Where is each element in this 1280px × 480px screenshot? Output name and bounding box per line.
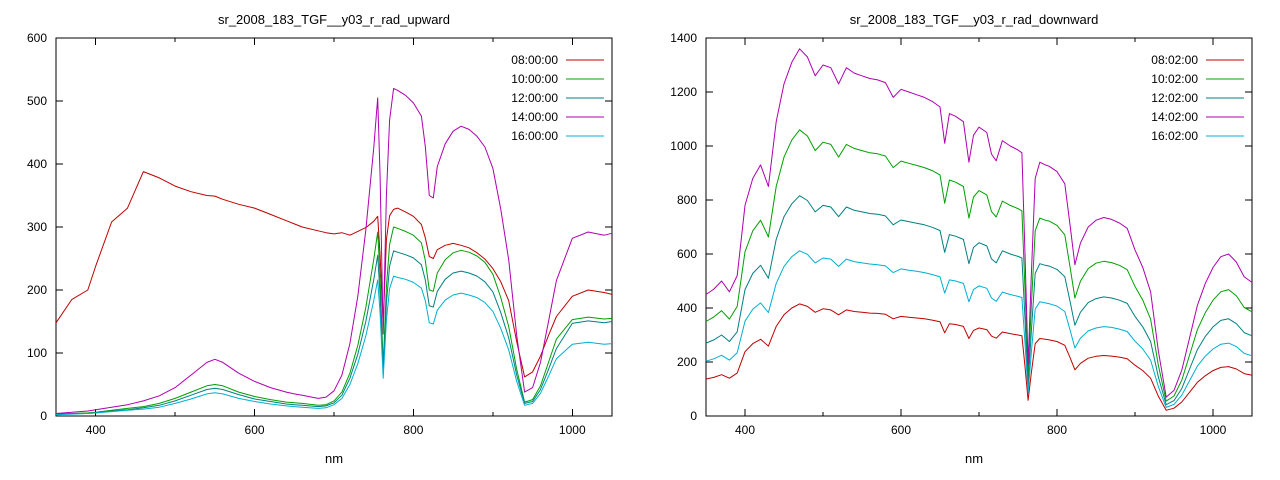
legend-label: 10:00:00 [511, 72, 558, 86]
legend-label: 08:02:00 [1151, 53, 1198, 67]
y-tick-label: 200 [27, 283, 47, 297]
y-tick-label: 0 [40, 409, 47, 423]
y-tick-label: 1400 [670, 31, 697, 45]
x-tick-label: 400 [86, 423, 106, 437]
series-line-10:02:00 [705, 129, 1253, 402]
chart-downward-xlabel: nm [964, 451, 984, 466]
y-tick-label: 600 [27, 31, 47, 45]
y-tick-label: 800 [677, 193, 697, 207]
y-tick-label: 0 [690, 409, 697, 423]
x-tick-label: 800 [403, 423, 423, 437]
x-tick-label: 600 [245, 423, 265, 437]
legend-label: 16:00:00 [511, 129, 558, 143]
series-line-16:02:00 [705, 250, 1253, 408]
x-tick-label: 1000 [559, 423, 586, 437]
legend-label: 08:00:00 [511, 53, 558, 67]
series-line-16:00:00 [55, 275, 613, 416]
chart-upward-title: sr_2008_183_TGF__y03_r_rad_upward [218, 12, 450, 27]
chart-downward: 400 600 800 1000 0 200 400 600 800 1000 1200 1400 08… [640, 0, 1280, 480]
y-tick-label: 400 [677, 301, 697, 315]
y-tick-label: 600 [677, 247, 697, 261]
y-tick-label: 1200 [670, 85, 697, 99]
chart-upward: 400 600 800 1000 0 100 200 300 400 500 600 08:00:00… [27, 12, 613, 466]
y-tick-label: 100 [27, 346, 47, 360]
chart-downward-canvas: 400 600 800 1000 0 200 400 600 800 1000 1200 1400 08… [670, 31, 1253, 437]
series-line-08:02:00 [705, 303, 1253, 411]
x-tick-label: 600 [891, 423, 911, 437]
legend-label: 12:00:00 [511, 91, 558, 105]
legend-label: 14:02:00 [1151, 110, 1198, 124]
series-line-14:00:00 [55, 87, 613, 414]
y-tick-label: 400 [27, 157, 47, 171]
series-line-12:02:00 [705, 195, 1253, 406]
legend-label: 10:02:00 [1151, 72, 1198, 86]
y-tick-label: 300 [27, 220, 47, 234]
legend-label: 12:02:00 [1151, 91, 1198, 105]
series-line-12:00:00 [55, 250, 613, 415]
series-line-10:00:00 [55, 226, 613, 415]
chart-downward-title: sr_2008_183_TGF__y03_r_rad_downward [849, 12, 1099, 27]
x-tick-label: 400 [735, 423, 755, 437]
x-tick-label: 800 [1047, 423, 1067, 437]
x-tick-label: 1000 [1200, 423, 1227, 437]
chart-upward-canvas: 400 600 800 1000 0 100 200 300 400 500 600 08:00:00… [27, 31, 613, 437]
legend-label: 16:02:00 [1151, 129, 1198, 143]
y-tick-label: 200 [677, 355, 697, 369]
y-tick-label: 500 [27, 94, 47, 108]
series-line-08:00:00 [55, 171, 613, 378]
series-line-14:02:00 [705, 48, 1253, 398]
y-tick-label: 1000 [670, 139, 697, 153]
legend-label: 14:00:00 [511, 110, 558, 124]
chart-upward-xlabel: nm [324, 451, 344, 466]
